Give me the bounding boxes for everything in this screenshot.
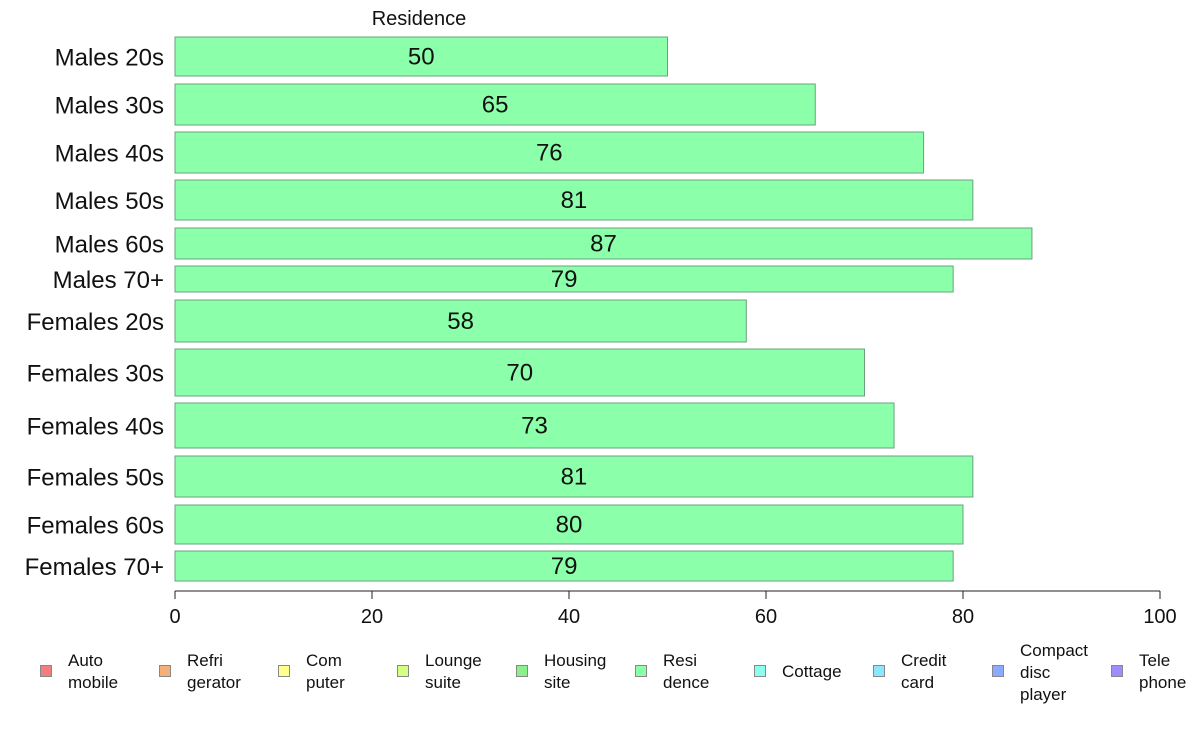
category-label: Females 70+	[25, 554, 164, 581]
legend-swatch	[516, 665, 528, 677]
x-tick-label: 80	[952, 606, 974, 628]
bar-value-label: 81	[561, 464, 588, 491]
legend-label: Tele phone	[1139, 651, 1187, 692]
legend-item: Com puter	[278, 640, 345, 704]
bar	[174, 402, 895, 449]
legend-item: Cottage	[754, 640, 842, 704]
bar-value-label: 70	[506, 360, 533, 387]
x-tick-label: 40	[558, 606, 580, 628]
bar-value-label: 79	[551, 266, 578, 293]
legend-item: Resi dence	[635, 640, 709, 704]
legend-label: Compact disc player	[1020, 641, 1089, 704]
category-label: Males 30s	[55, 93, 164, 120]
legend-item: Housing site	[516, 640, 606, 704]
legend-swatch	[635, 665, 647, 677]
bar-value-label: 73	[521, 413, 548, 440]
legend-item: Tele phone	[1111, 640, 1186, 704]
bar-value-label: 50	[408, 44, 435, 71]
legend-label: Cottage	[782, 662, 842, 681]
category-label: Females 30s	[27, 361, 164, 388]
legend-label: Housing site	[544, 651, 607, 692]
bar	[174, 179, 974, 221]
legend-swatch	[278, 665, 290, 677]
legend-swatch	[873, 665, 885, 677]
category-label: Females 50s	[27, 465, 164, 492]
bar	[174, 227, 1033, 260]
x-tick-label: 100	[1143, 606, 1176, 628]
legend-label: Com puter	[306, 651, 345, 692]
legend-item: Lounge suite	[397, 640, 482, 704]
legend-item: Credit card	[873, 640, 946, 704]
bar-value-label: 65	[482, 92, 509, 119]
bar	[174, 36, 668, 77]
legend-swatch	[754, 665, 766, 677]
legend-swatch	[992, 665, 1004, 677]
legend-label: Resi dence	[663, 651, 710, 692]
bar-value-label: 81	[561, 187, 588, 214]
legend-swatch	[1111, 665, 1123, 677]
legend-swatch	[159, 665, 171, 677]
bar	[174, 83, 816, 126]
category-label: Females 60s	[27, 513, 164, 540]
category-label: Males 60s	[55, 232, 164, 259]
bar-value-label: 79	[551, 553, 578, 580]
bar	[174, 550, 954, 582]
bar-chart: Residence 50 Males 20s 65 Males 30s 76 Males …	[25, 8, 1177, 628]
chart-title: Residence	[372, 8, 467, 30]
category-label: Females 20s	[27, 309, 164, 336]
legend-label: Refri gerator	[187, 651, 241, 692]
bar-value-label: 80	[556, 512, 583, 539]
x-tick-label: 60	[755, 606, 777, 628]
legend-item: Auto mobile	[40, 640, 118, 704]
legend-label: Lounge suite	[425, 651, 482, 692]
x-tick-label: 0	[169, 606, 180, 628]
legend-item: Compact disc player	[992, 640, 1088, 706]
bar	[174, 131, 925, 174]
category-label: Males 70+	[53, 267, 164, 294]
legend-swatch	[397, 665, 409, 677]
category-label: Males 20s	[55, 45, 164, 72]
legend-label: Credit card	[901, 651, 947, 692]
bar	[174, 348, 865, 397]
legend-label: Auto mobile	[68, 651, 119, 692]
legend-item: Refri gerator	[159, 640, 241, 704]
bar-value-label: 87	[590, 231, 617, 258]
chart-legend: Auto mobile Refri gerator Com puter Lounge …	[0, 640, 1188, 720]
bar-value-label: 76	[536, 140, 563, 167]
bar	[174, 504, 964, 545]
bar-value-label: 58	[447, 308, 474, 335]
legend-swatch	[40, 665, 52, 677]
category-label: Females 40s	[27, 414, 164, 441]
x-tick-label: 20	[361, 606, 383, 628]
bar	[174, 299, 747, 343]
bar	[174, 265, 954, 293]
category-label: Males 40s	[55, 141, 164, 168]
bar	[174, 455, 974, 498]
category-label: Males 50s	[55, 188, 164, 215]
